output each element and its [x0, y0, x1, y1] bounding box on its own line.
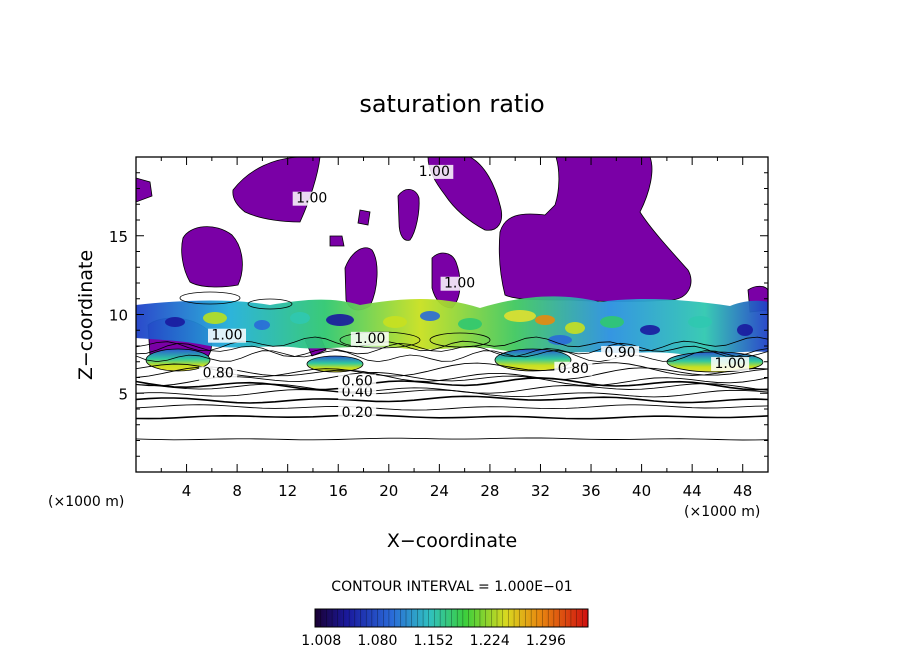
cloud-fleck [548, 335, 572, 345]
contour-loop [179, 291, 241, 305]
x-tick-label: 4 [182, 482, 192, 500]
contour-line [136, 349, 768, 363]
x-tick-label: 20 [379, 482, 398, 500]
contour-line [136, 342, 768, 358]
supersaturated-region [397, 189, 420, 241]
colorbar-tick-label: 1.296 [526, 633, 566, 649]
colorbar-bins [320, 609, 583, 627]
contour-label-bg [292, 191, 331, 206]
cloud-fleck [165, 317, 185, 327]
contour-label-bg [711, 357, 750, 372]
contour-label-bg [415, 164, 454, 179]
x-tick-label: 48 [733, 482, 752, 500]
x-tick-label: 16 [329, 482, 348, 500]
cloud-fleck [326, 314, 354, 326]
contour-interval: CONTOUR INTERVAL = 1.000E−01 [331, 579, 572, 595]
y-tick-label: 15 [109, 228, 128, 246]
colorbar-tick-label: 1.080 [357, 633, 397, 649]
contour-label: 1.00 [419, 164, 450, 180]
contour-label-bg [338, 385, 377, 400]
contour-label-bg [350, 331, 389, 346]
x-tick-label: 24 [430, 482, 449, 500]
contour-line [136, 371, 768, 387]
x-axis-label: X−coordinate [387, 530, 517, 552]
contour-label-bg [554, 361, 593, 376]
cloud-fleck [420, 311, 440, 321]
cloud-fleck [600, 316, 624, 328]
x-unit-left: (×1000 m) [48, 494, 124, 510]
contour-line [136, 395, 768, 404]
supersaturated-region [344, 247, 378, 311]
cloud-fleck [504, 310, 536, 322]
contour-label: 0.80 [203, 366, 234, 382]
x-tick-label: 40 [632, 482, 651, 500]
x-tick-label: 28 [480, 482, 499, 500]
cloud-fleck [688, 316, 712, 328]
y-tick-label: 5 [118, 385, 128, 403]
colorbar-ticks: 1.008 1.080 1.152 1.224 1.296 [301, 633, 566, 649]
plot-area [136, 157, 768, 441]
contour-line [136, 362, 768, 378]
x-unit-right: (×1000 m) [684, 504, 760, 520]
x-tick-label: 36 [581, 482, 600, 500]
y-axis-ticks: 5 10 15 [109, 172, 768, 457]
x-tick-label: 12 [278, 482, 297, 500]
contour-label: 0.40 [342, 384, 373, 400]
contour-label: 0.20 [342, 405, 373, 421]
cloud-fleck [203, 312, 227, 324]
contour-label-bg [208, 328, 247, 343]
contour-label-bg [338, 374, 377, 389]
chart-title: saturation ratio [359, 90, 544, 118]
lens-cloud [494, 348, 572, 372]
contour-loop [429, 332, 491, 348]
contour-label: 0.90 [605, 345, 636, 361]
cloud-fleck [458, 318, 482, 330]
cloud-fleck [640, 325, 660, 335]
contour-label: 1.00 [211, 328, 242, 344]
cloud-fleck [565, 322, 585, 334]
lens-cloud [306, 355, 364, 373]
contour-line [136, 437, 768, 441]
cloud-fleck [535, 315, 555, 325]
contour-label-bg [440, 276, 479, 291]
supersaturated-region [181, 226, 243, 288]
contour-label: 1.00 [354, 331, 385, 347]
cloud-fleck [737, 324, 753, 336]
y-tick-label: 10 [109, 307, 128, 325]
contour-label: 0.60 [342, 373, 373, 389]
contour-line [136, 377, 768, 391]
contour-labels: 0.20 0.400.60 0.80 1.00 1.00 1.00 1.00 1.00 0.80… [199, 164, 750, 421]
cloud-band [136, 296, 768, 355]
contour-label-bg [338, 405, 377, 420]
contour-line [136, 383, 768, 394]
cloud-fleck [254, 320, 270, 330]
x-tick-label: 44 [683, 482, 702, 500]
supersaturated-region [136, 177, 153, 203]
contour-label: 1.00 [444, 276, 475, 292]
supersaturated-region [357, 209, 371, 226]
contour-line [136, 414, 768, 420]
cloud-fleck [383, 316, 407, 328]
colorbar-tick-label: 1.152 [414, 633, 454, 649]
x-tick-label: 32 [531, 482, 550, 500]
contour-label-bg [601, 346, 640, 361]
contour-label: 1.00 [714, 356, 745, 372]
supersaturated-region [498, 157, 692, 302]
colorbar-tick-label: 1.008 [301, 633, 341, 649]
x-axis-ticks: 4 8 12 16 20 24 28 32 36 40 44 48 [160, 157, 752, 500]
x-tick-label: 8 [232, 482, 242, 500]
contour-label: 1.00 [296, 191, 327, 207]
supersaturated-region [232, 157, 321, 223]
y-axis-label: Z−coordinate [75, 250, 97, 380]
contour-line [136, 404, 768, 411]
cloud-fleck [290, 312, 310, 324]
contour-line [136, 366, 768, 382]
colorbar-tick-label: 1.224 [470, 633, 510, 649]
contour-label-bg [199, 366, 238, 381]
contour-label: 0.80 [558, 361, 589, 377]
contour-loop [247, 298, 293, 310]
supersaturated-region [329, 235, 345, 247]
